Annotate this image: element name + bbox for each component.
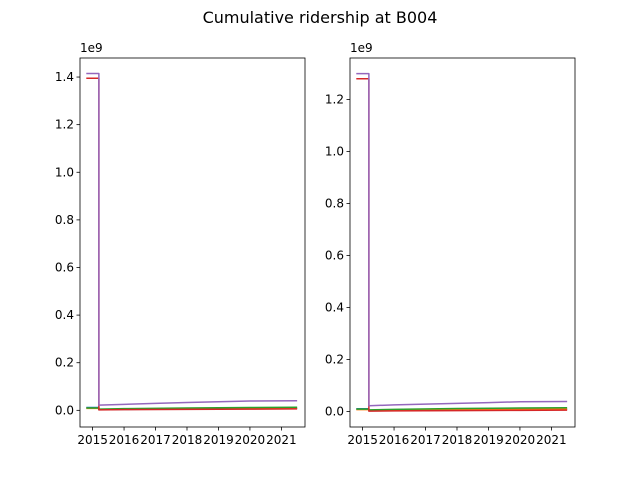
y-tick-label: 1.0 [325, 145, 344, 159]
y-tick-label: 0.0 [325, 404, 344, 418]
x-tick-label: 2018 [172, 433, 203, 447]
x-tick-label: 2017 [140, 433, 171, 447]
series-line-4 [356, 78, 568, 412]
y-tick-label: 0.0 [55, 403, 74, 417]
x-tick-label: 2019 [473, 433, 504, 447]
subplot-2: 2015 2016 2017 2018 2019 2020 2021 0.0 0.2 0.4 0.6… [325, 41, 576, 447]
series-line-5 [86, 72, 298, 406]
y-tick-label: 0.2 [325, 352, 344, 366]
y-offset-text: 1e9 [80, 41, 103, 55]
series-line-4 [86, 77, 298, 411]
series-line-5 [356, 72, 568, 407]
x-tick-label: 2020 [505, 433, 536, 447]
y-tick-label: 0.2 [55, 356, 74, 370]
x-tick-label: 2021 [266, 433, 297, 447]
axes-frame [79, 57, 306, 428]
y-tick-label: 0.8 [55, 213, 74, 227]
y-tick-label: 0.4 [55, 308, 74, 322]
y-tick-label: 1.2 [325, 93, 344, 107]
x-tick-label: 2015 [347, 433, 378, 447]
y-tick-label: 0.6 [55, 260, 74, 274]
y-tick-label: 0.6 [325, 248, 344, 262]
x-tick-label: 2016 [109, 433, 140, 447]
axes-frame [349, 57, 576, 428]
x-tick-label: 2021 [536, 433, 567, 447]
y-offset-text: 1e9 [350, 41, 373, 55]
y-tick-label: 0.4 [325, 300, 344, 314]
x-tick-label: 2017 [410, 433, 441, 447]
y-tick-label: 1.0 [55, 165, 74, 179]
x-tick-label: 2020 [235, 433, 266, 447]
x-tick-label: 2015 [77, 433, 108, 447]
y-tick-label: 1.2 [55, 118, 74, 132]
subplot-1: 2015 2016 2017 2018 2019 2020 2021 0.0 0.2 0.4 0.6… [55, 41, 306, 447]
x-tick-label: 2018 [442, 433, 473, 447]
y-tick-label: 1.4 [55, 70, 74, 84]
figure-title: Cumulative ridership at B004 [202, 8, 438, 27]
y-tick-label: 0.8 [325, 197, 344, 211]
x-tick-label: 2016 [379, 433, 410, 447]
x-tick-label: 2019 [203, 433, 234, 447]
